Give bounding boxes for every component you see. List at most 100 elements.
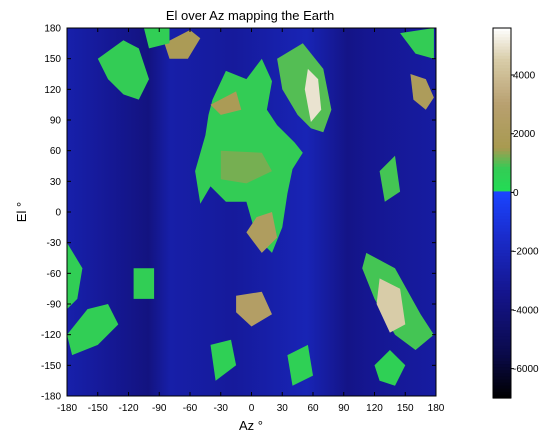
colorbar-segment: [493, 148, 511, 152]
plot-area: [66, 27, 437, 397]
x-tick-label: -60: [183, 403, 198, 414]
colorbar-segment: [493, 317, 511, 322]
colorbar-segment: [493, 376, 511, 381]
colorbar-segment: [493, 40, 511, 45]
colorbar-segment: [493, 327, 511, 331]
colorbar-segment: [493, 108, 511, 112]
x-tick-label: -30: [214, 403, 229, 414]
colorbar-segment: [493, 65, 511, 69]
colorbar-segment: [493, 142, 511, 146]
colorbar-segment: [493, 135, 511, 140]
colorbar-tick-label: -4000: [513, 305, 539, 316]
colorbar-frame: [492, 27, 512, 399]
colorbar-segment: [493, 197, 511, 202]
colorbar-tick-label: 0: [513, 188, 519, 199]
x-axis-label: Az °: [239, 418, 263, 433]
landmass-australia-right: [374, 350, 406, 386]
landmass-antarctica-top: [164, 30, 201, 59]
x-tick-label: 180: [428, 403, 445, 414]
x-tick-label: 0: [249, 403, 255, 414]
colorbar-segment: [493, 191, 511, 196]
y-tick-label: -60: [47, 269, 62, 280]
colorbar-segment: [493, 293, 511, 297]
x-tick-label: 120: [366, 403, 383, 414]
landmass-left-top: [143, 28, 170, 49]
x-tick-label: 90: [338, 403, 350, 414]
colorbar-segment: [493, 176, 511, 180]
landmass-mid-islands: [210, 339, 237, 381]
colorbar-segment: [493, 367, 511, 371]
colorbar-segment: [493, 200, 511, 205]
colorbar-segment: [493, 324, 511, 328]
colorbar-segment: [493, 342, 511, 347]
landmass-sahara: [220, 150, 272, 184]
colorbar-segment: [493, 237, 511, 242]
y-tick-label: -90: [47, 300, 62, 311]
colorbar-segment: [493, 333, 511, 337]
colorbar-segment: [493, 364, 511, 368]
landmass-north-america: [97, 40, 149, 100]
colorbar-segment: [493, 123, 511, 128]
colorbar-segment: [493, 61, 511, 66]
colorbar-segment: [493, 49, 511, 54]
colorbar-segment: [493, 95, 511, 100]
y-tick-label: 0: [55, 208, 61, 219]
x-tick-label: 30: [277, 403, 289, 414]
x-tick-label: 60: [307, 403, 319, 414]
colorbar-segment: [493, 117, 511, 122]
y-tick-label: 90: [50, 116, 62, 127]
colorbar-segment: [493, 339, 511, 344]
y-axis: 180 150 120 90 60 30 0 -30 -60 -90 -120 -150 -180: [41, 24, 436, 403]
colorbar-segment: [493, 114, 511, 119]
colorbar-segment: [493, 169, 511, 174]
colorbar-segment: [493, 274, 511, 279]
landmass-greenland: [410, 74, 434, 110]
x-tick-label: -180: [57, 403, 77, 414]
colorbar-segment: [493, 83, 511, 88]
colorbar-segment: [493, 240, 511, 245]
colorbar-segment: [493, 163, 511, 168]
colorbar-segment: [493, 268, 511, 273]
colorbar-segment: [493, 80, 511, 85]
colorbar-segment: [493, 219, 511, 223]
landmass-africa-highland: [246, 212, 278, 253]
colorbar-segment: [493, 179, 511, 183]
colorbar-segment: [493, 160, 511, 165]
colorbar-segment: [493, 145, 511, 149]
colorbar-tick-label: 2000: [513, 129, 536, 140]
colorbar-segment: [493, 345, 511, 350]
colorbar-segment: [493, 250, 511, 254]
landmass-antarctica-mid: [236, 291, 272, 327]
colorbar-tick-label: -2000: [513, 247, 539, 258]
colorbar-segment: [493, 132, 511, 137]
colorbar-segment: [493, 388, 511, 393]
colorbar-segment: [493, 157, 511, 162]
colorbar-segment: [493, 139, 511, 143]
colorbar-segment: [493, 151, 511, 156]
colorbar-segment: [493, 52, 511, 57]
colorbar-segment: [493, 228, 511, 233]
colorbar-segment: [493, 172, 511, 177]
y-tick-label: -180: [41, 392, 61, 403]
colorbar-segment: [493, 222, 511, 226]
colorbar-segment: [493, 280, 511, 285]
colorbar-segment: [493, 209, 511, 214]
x-axis: -180 -150 -120 -90 -60 -30 0 30 60 90 120 150 180: [57, 28, 445, 414]
colorbar-segment: [493, 166, 511, 171]
colorbar-segment: [493, 391, 511, 396]
colorbar-segment: [493, 194, 511, 199]
colorbar-segment: [493, 370, 511, 374]
colorbar-segment: [493, 28, 511, 32]
colorbar-segment: [493, 382, 511, 387]
heatmap-canvas: [67, 28, 436, 396]
colorbar-segment: [493, 46, 511, 51]
colorbar-segment: [493, 330, 511, 334]
y-tick-label: 60: [50, 146, 62, 157]
colorbar-segment: [493, 373, 511, 378]
x-tick-label: -90: [152, 403, 167, 414]
colorbar-segment: [493, 129, 511, 134]
y-tick-label: -120: [41, 330, 61, 341]
colorbar-segment: [493, 314, 511, 319]
colorbar-segment: [493, 206, 511, 211]
